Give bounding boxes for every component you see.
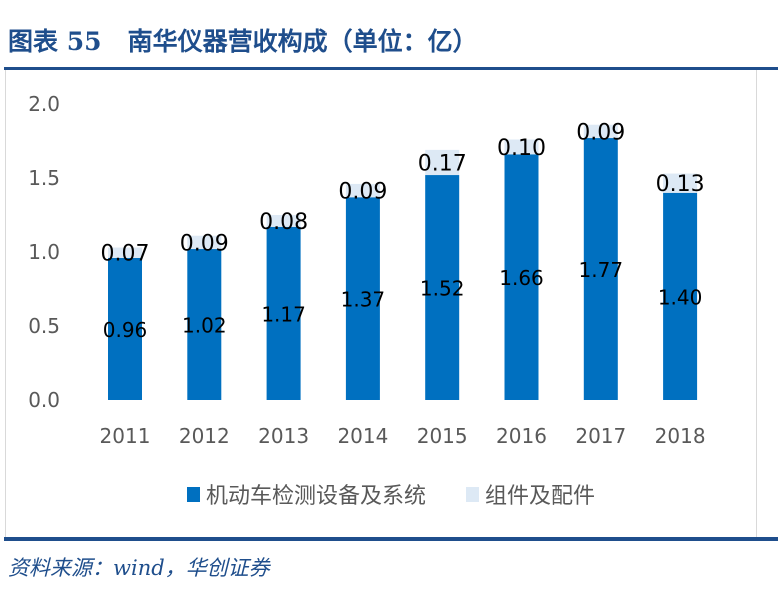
data-label-series1: 1.52	[420, 277, 465, 301]
x-tick-label: 2018	[655, 424, 706, 448]
bar-series2	[108, 247, 142, 258]
bar-series2	[583, 124, 618, 139]
x-tick-label: 2011	[100, 424, 151, 448]
y-tick-label: 0.5	[28, 314, 60, 338]
data-label-series2: 0.09	[338, 180, 387, 205]
chart: 0.0 0.5 1.0 1.5 2.0 0.96 0.07 2011 1.02 0.09 2012 1…	[28, 92, 706, 448]
bar-series1	[504, 154, 539, 400]
bar-series1	[345, 197, 380, 400]
y-tick-label: 1.5	[28, 166, 60, 190]
bar-series2	[187, 235, 222, 250]
y-tick-label: 1.0	[28, 240, 60, 264]
bar-series1	[266, 226, 301, 400]
data-label-series1: 1.17	[261, 302, 306, 326]
legend-label-series1: 机动车检测设备及系统	[205, 484, 426, 509]
x-tick-label: 2012	[179, 424, 230, 448]
legend-label-series2: 组件及配件	[485, 484, 596, 509]
data-label-series2: 0.10	[497, 136, 546, 161]
legend: 机动车检测设备及系统 组件及配件	[0, 478, 782, 510]
data-label-series1: 0.96	[103, 318, 148, 342]
bar-series2	[425, 149, 460, 176]
x-tick-label: 2013	[258, 424, 309, 448]
bar-series1	[663, 192, 698, 400]
data-label-series2: 0.09	[180, 231, 229, 256]
data-label-series2: 0.07	[101, 242, 150, 267]
bar-series1	[425, 175, 460, 400]
x-tick-label: 2014	[337, 424, 388, 448]
legend-swatch-series2	[466, 486, 479, 502]
source-note: 资料来源：wind，华创证券	[8, 556, 270, 580]
x-tick-label: 2016	[496, 424, 547, 448]
bar-series1	[108, 257, 142, 400]
legend-item-series2: 组件及配件	[466, 478, 595, 510]
chart-frame	[5, 70, 757, 537]
x-tick-label: 2015	[417, 424, 468, 448]
data-label-series1: 1.40	[658, 285, 703, 309]
data-label-series1: 1.37	[341, 288, 386, 312]
bar-series2	[663, 173, 698, 193]
x-tick-label: 2017	[575, 424, 626, 448]
data-label-series2: 0.09	[576, 120, 625, 145]
data-label-series2: 0.13	[656, 172, 705, 197]
bar-series2	[266, 215, 301, 227]
legend-swatch-series1	[186, 486, 200, 502]
top-rule	[4, 67, 778, 70]
y-tick-label: 0.0	[28, 388, 60, 412]
bar-series1	[583, 138, 618, 401]
bottom-rule	[4, 537, 778, 541]
legend-item-series1: 机动车检测设备及系统	[186, 478, 426, 510]
data-label-series2: 0.08	[259, 210, 308, 235]
y-tick-label: 2.0	[28, 92, 60, 116]
bar-series1	[187, 249, 222, 400]
bar-series2	[504, 139, 539, 155]
figure-title: 图表 55 南华仪器营收构成（单位：亿）	[8, 27, 478, 56]
data-label-series1: 1.02	[182, 314, 227, 338]
data-label-series2: 0.17	[418, 151, 467, 176]
data-label-series1: 1.66	[499, 266, 544, 290]
bar-series2	[345, 183, 380, 198]
data-label-series1: 1.77	[579, 258, 624, 282]
